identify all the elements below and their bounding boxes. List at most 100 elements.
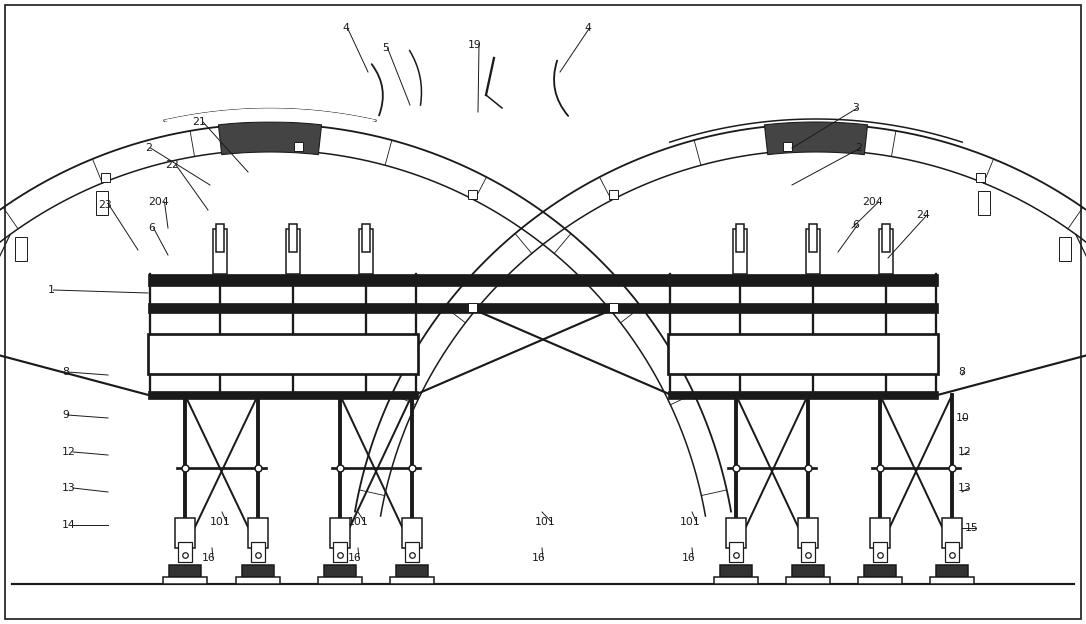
Bar [930, 577, 974, 584]
Bar [729, 542, 743, 562]
Text: 16: 16 [682, 553, 696, 563]
Text: 13: 13 [958, 483, 972, 493]
Polygon shape [765, 122, 868, 155]
Text: 8: 8 [958, 367, 964, 377]
Bar [942, 518, 962, 548]
Text: 16: 16 [532, 553, 546, 563]
Text: 15: 15 [965, 523, 978, 533]
Text: 12: 12 [958, 447, 972, 457]
Bar [714, 577, 758, 584]
Text: 23: 23 [98, 200, 112, 210]
Text: 101: 101 [535, 517, 556, 527]
Bar [609, 303, 618, 312]
Text: 2: 2 [146, 143, 152, 153]
Text: 6: 6 [148, 223, 155, 233]
Bar [609, 190, 618, 199]
Bar [148, 303, 418, 313]
Bar [668, 334, 938, 374]
Bar [251, 542, 265, 562]
Bar [668, 391, 938, 399]
Bar [864, 565, 896, 577]
Text: 13: 13 [62, 483, 76, 493]
Text: 4: 4 [584, 23, 591, 33]
Bar [359, 229, 372, 274]
Bar [975, 173, 985, 182]
Bar [390, 577, 434, 584]
Bar [248, 518, 268, 548]
Bar [15, 237, 27, 261]
Bar [858, 577, 902, 584]
Bar [148, 334, 418, 374]
Bar [736, 224, 744, 252]
Text: 24: 24 [915, 210, 930, 220]
Text: 22: 22 [165, 160, 179, 170]
Bar [468, 303, 477, 312]
Text: 14: 14 [62, 520, 76, 530]
Bar [163, 577, 207, 584]
Text: 2: 2 [855, 143, 862, 153]
Bar [870, 518, 891, 548]
Bar [148, 274, 418, 286]
Bar [396, 565, 428, 577]
Text: 9: 9 [62, 410, 68, 420]
Bar [945, 542, 959, 562]
Text: 8: 8 [62, 367, 68, 377]
Bar [101, 173, 111, 182]
Polygon shape [165, 109, 376, 120]
Bar [242, 565, 274, 577]
Bar [936, 565, 968, 577]
Text: 1: 1 [48, 285, 55, 295]
Bar [175, 518, 195, 548]
Bar [801, 542, 814, 562]
Text: 101: 101 [680, 517, 700, 527]
Bar [792, 565, 824, 577]
Bar [1059, 237, 1071, 261]
Text: 21: 21 [192, 117, 205, 127]
Bar [402, 518, 422, 548]
Bar [873, 542, 887, 562]
Bar [468, 190, 477, 199]
Text: 16: 16 [202, 553, 216, 563]
Bar [362, 224, 370, 252]
Text: 4: 4 [342, 23, 349, 33]
Bar [318, 577, 362, 584]
Text: 10: 10 [956, 413, 970, 423]
Polygon shape [218, 122, 321, 155]
Text: 19: 19 [468, 40, 482, 50]
Bar [333, 542, 348, 562]
Text: 101: 101 [348, 517, 369, 527]
Bar [96, 191, 108, 215]
Bar [216, 224, 224, 252]
Bar [148, 391, 418, 399]
Text: 101: 101 [210, 517, 230, 527]
Bar [330, 518, 350, 548]
Text: 5: 5 [382, 43, 389, 53]
Bar [798, 518, 818, 548]
Bar [806, 229, 820, 274]
Bar [178, 542, 192, 562]
Bar [786, 577, 830, 584]
Bar [418, 303, 668, 313]
Text: 204: 204 [862, 197, 883, 207]
Bar [978, 191, 990, 215]
Bar [783, 142, 793, 152]
Bar [809, 224, 817, 252]
Bar [286, 229, 300, 274]
Bar [882, 224, 891, 252]
Bar [236, 577, 280, 584]
Bar [668, 274, 938, 286]
Bar [879, 229, 893, 274]
Text: 6: 6 [853, 220, 859, 230]
Text: 16: 16 [348, 553, 362, 563]
Bar [720, 565, 752, 577]
Text: 3: 3 [853, 103, 859, 113]
Bar [668, 303, 938, 313]
Text: 12: 12 [62, 447, 76, 457]
Text: 204: 204 [148, 197, 168, 207]
Bar [405, 542, 419, 562]
Bar [293, 142, 303, 152]
Bar [733, 229, 747, 274]
Bar [169, 565, 201, 577]
Bar [213, 229, 227, 274]
Bar [289, 224, 296, 252]
